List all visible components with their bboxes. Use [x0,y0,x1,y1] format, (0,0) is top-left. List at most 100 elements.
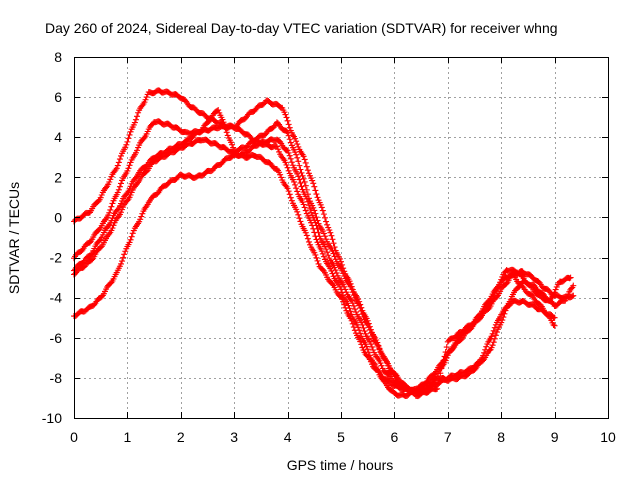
data-point [489,330,496,337]
data-point [297,180,304,187]
data-point [198,127,205,134]
data-point [300,201,307,208]
data-point [295,211,302,218]
data-point [98,293,105,300]
data-point [486,300,493,307]
data-point [122,248,129,255]
data-point [296,162,303,169]
data-point [440,357,447,364]
data-point [364,346,371,353]
data-point [370,347,377,354]
data-point [315,260,322,267]
x-axis-title: GPS time / hours [287,457,394,473]
data-point [292,149,299,156]
data-point [323,218,330,225]
data-point [224,132,231,139]
grid [74,57,608,418]
data-point [125,135,132,142]
data-point [296,176,303,183]
data-point [490,327,497,334]
data-point [378,362,385,369]
data-point [294,141,301,148]
data-point [314,257,321,264]
data-point [313,236,320,243]
series-track-5 [71,136,577,394]
x-tick-label: 6 [391,429,399,445]
data-point [285,121,292,128]
data-point [348,317,355,324]
data-point [143,168,150,175]
data-point [220,119,227,126]
data-point [482,346,489,353]
data-point [215,107,222,114]
data-point [491,335,498,342]
x-tick-label: 1 [124,429,132,445]
data-point [345,302,352,309]
data-point [490,339,497,346]
data-point [352,309,359,316]
data-point [499,317,506,324]
data-point [316,233,323,240]
data-point [303,195,310,202]
data-point [318,248,325,255]
data-point [288,159,295,166]
data-point [361,328,368,335]
data-point [328,232,335,239]
data-point [319,250,326,257]
data-point [287,155,294,162]
data-point [330,250,337,257]
data-point [138,213,145,220]
data-point [349,300,356,307]
data-point [97,194,104,201]
data-point [117,260,124,267]
data-point [221,122,228,129]
data-point [109,200,116,207]
data-point [357,305,364,312]
data-point [320,211,327,218]
data-point [357,338,364,345]
data-point [128,233,135,240]
data-point [126,131,133,138]
data-point [107,176,114,183]
x-tick-label: 5 [337,429,345,445]
data-point [89,256,96,263]
data-point [340,270,347,277]
data-point [119,206,126,213]
data-point [114,189,121,196]
data-point [139,102,146,109]
data-point [296,215,303,222]
data-point [126,162,133,169]
data-point [285,167,292,174]
data-point [329,236,336,243]
data-point [309,177,316,184]
data-point [282,111,289,118]
data-point [518,272,525,279]
data-point [377,360,384,367]
data-point [273,166,280,173]
data-point [570,282,577,289]
data-point [121,251,128,258]
data-point [366,326,373,333]
y-tick-label: 0 [54,209,62,225]
data-point [286,136,293,143]
data-point [125,165,132,172]
data-point [439,361,446,368]
data-point [338,278,344,285]
data-point [304,235,311,242]
data-point [301,156,308,163]
data-point [294,154,301,161]
data-point [116,183,123,190]
data-point [509,271,516,278]
data-point [285,149,292,156]
data-point [278,174,285,181]
data-point [305,170,312,177]
data-point [105,223,112,230]
data-point [342,286,349,293]
data-point [223,129,230,136]
data-point [374,354,381,361]
data-point [293,151,300,158]
tick-labels: 0 1 2 3 4 5 6 7 8 9 10 -10 -8 -6 -4 -2 0 2 4 6 8 [42,49,616,445]
data-point [313,222,320,229]
data-point [332,267,339,274]
